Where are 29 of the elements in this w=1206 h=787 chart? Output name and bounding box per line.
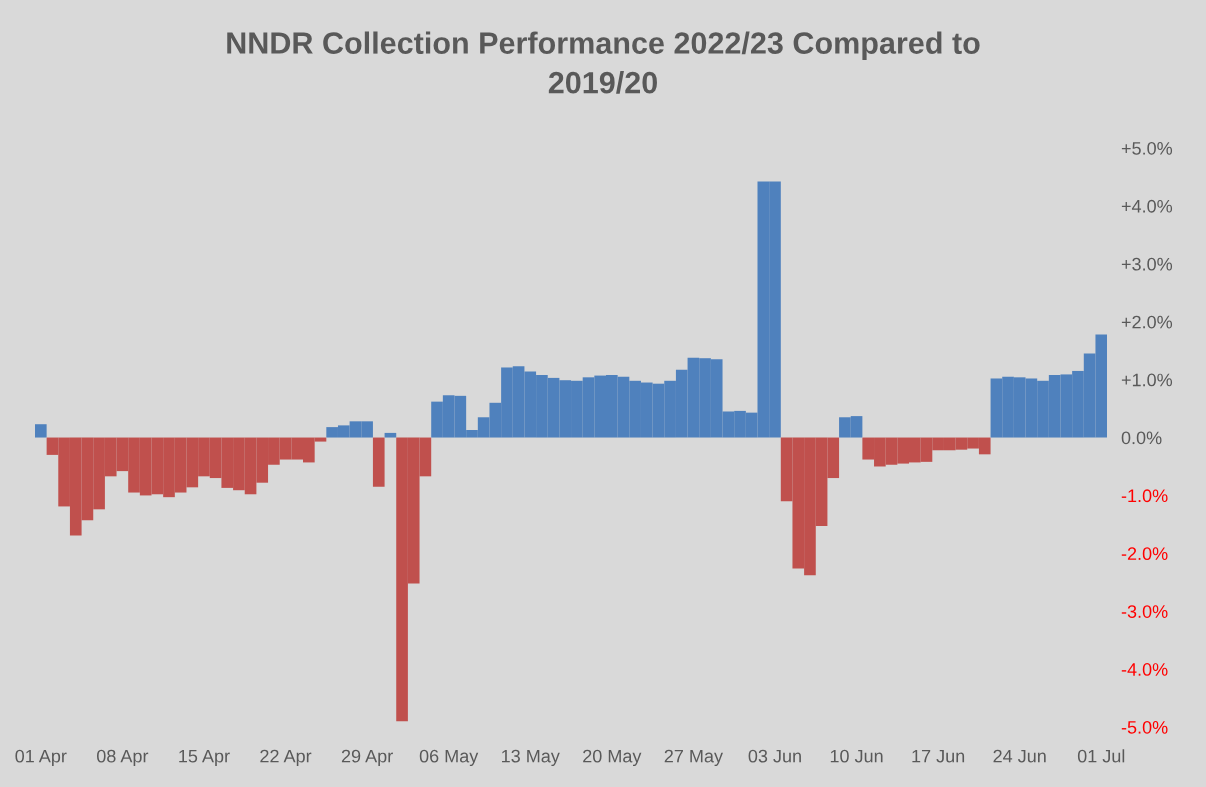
x-tick-label: 24 Jun xyxy=(993,749,1046,763)
x-tick-label: 01 Apr xyxy=(15,749,67,767)
y-tick-label: -4.0% xyxy=(1121,663,1168,676)
y-tick-label: +3.0% xyxy=(1121,257,1173,271)
x-tick-label: 15 Apr xyxy=(179,749,230,767)
bar xyxy=(34,424,47,438)
y-tick-label: +5.0% xyxy=(1121,141,1173,155)
y-tick-label: +4.0% xyxy=(1121,199,1173,213)
y-tick-label: -5.0% xyxy=(1121,720,1168,734)
x-tick-label: 17 Jun xyxy=(912,749,965,763)
bar xyxy=(372,437,385,487)
bar xyxy=(384,432,397,438)
x-tick-label: 06 May xyxy=(419,749,479,767)
x-tick-label: 08 Apr xyxy=(96,749,149,767)
chart-title: NNDR Collection Performance 2022/23 Compared to 2019/20 xyxy=(227,31,980,94)
x-tick-label: 29 Apr xyxy=(341,749,393,767)
y-tick-label: +1.0% xyxy=(1121,373,1173,387)
x-tick-label: 03 Jun xyxy=(748,749,801,763)
x-tick-label: 22 Apr xyxy=(260,749,312,767)
y-tick-label: -3.0% xyxy=(1121,605,1168,618)
x-tick-label: 10 Jun xyxy=(830,749,883,763)
y-tick-label: -1.0% xyxy=(1121,489,1168,503)
x-tick-label: 27 May xyxy=(664,749,723,767)
x-tick-label: 13 May xyxy=(502,749,560,767)
x-tick-label: 01 Jul xyxy=(1077,749,1125,763)
x-tick-label: 20 May xyxy=(583,749,642,767)
y-tick-label: 0.0% xyxy=(1121,431,1162,445)
y-tick-label: -2.0% xyxy=(1121,547,1168,561)
y-tick-label: +2.0% xyxy=(1121,315,1173,329)
